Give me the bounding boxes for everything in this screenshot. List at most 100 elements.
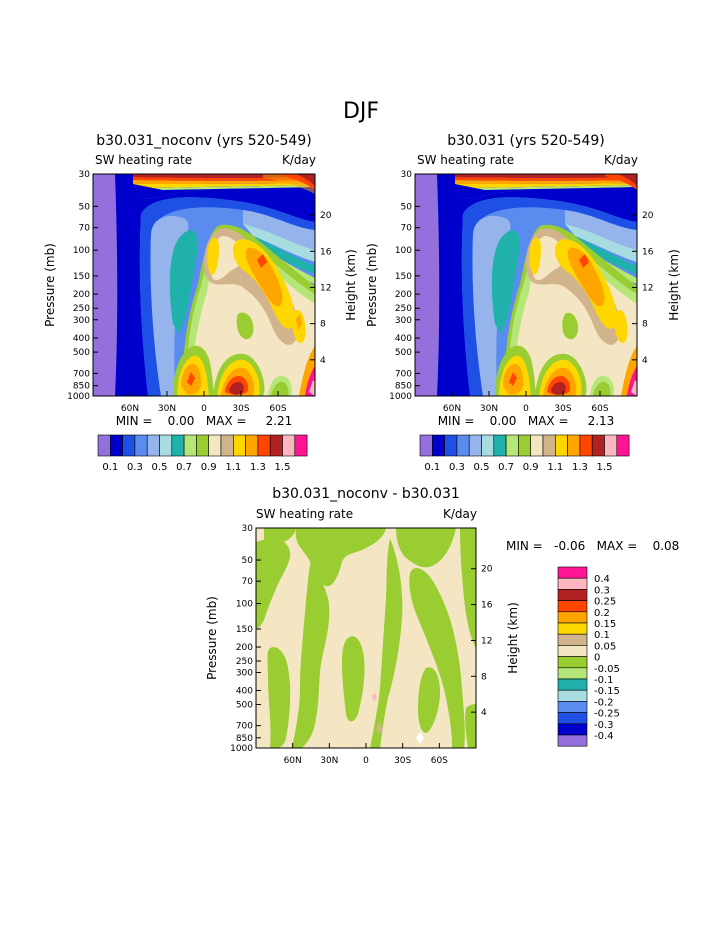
min-max-stats: MIN = -0.06 MAX = 0.08 bbox=[506, 539, 679, 553]
units-label: K/day bbox=[282, 153, 316, 167]
y-tick-label: 200 bbox=[73, 290, 90, 300]
colorbar-label: 0.9 bbox=[523, 462, 539, 473]
x-tick-label: 60S bbox=[269, 404, 286, 414]
y-tick-label: 1000 bbox=[389, 392, 412, 402]
y2-tick-label: 20 bbox=[320, 211, 332, 221]
panel-title: b30.031_noconv - b30.031 bbox=[272, 486, 460, 502]
y-tick-label: 850 bbox=[395, 382, 412, 392]
colorbar-label: -0.2 bbox=[594, 697, 614, 708]
colorbar-label: 0.25 bbox=[594, 597, 616, 608]
y-tick-label: 200 bbox=[236, 643, 253, 653]
colorbar-bin bbox=[269, 434, 283, 457]
y-tick-label: 250 bbox=[236, 657, 253, 667]
y2-tick-label: 16 bbox=[642, 247, 654, 257]
y2-tick-label: 20 bbox=[481, 565, 493, 575]
colorbar-bin bbox=[557, 622, 588, 635]
x-tick-label: 60N bbox=[284, 756, 302, 766]
x-tick-label: 0 bbox=[523, 404, 529, 414]
panel-noconv: b30.031_noconv (yrs 520-549) SW heating … bbox=[43, 133, 358, 473]
panel-title: b30.031_noconv (yrs 520-549) bbox=[96, 133, 311, 149]
y-tick-label: 100 bbox=[73, 246, 90, 256]
y2-tick-label: 12 bbox=[642, 283, 653, 293]
colorbar-bin bbox=[557, 723, 588, 736]
x-tick-label: 30N bbox=[158, 404, 176, 414]
y-tick-label: 850 bbox=[73, 382, 90, 392]
colorbar-control: 0.1 0.3 0.5 0.7 0.9 1.1 1.3 1.5 bbox=[419, 434, 630, 473]
colorbar-label: 0.3 bbox=[594, 585, 610, 596]
y-tick-label: 500 bbox=[73, 348, 90, 358]
colorbar-bin bbox=[294, 434, 308, 457]
y-tick-label: 50 bbox=[401, 202, 413, 212]
colorbar-bin bbox=[554, 434, 568, 457]
colorbar-label: 0.9 bbox=[201, 462, 217, 473]
colorbar-bin bbox=[468, 434, 482, 457]
colorbar-bin bbox=[444, 434, 458, 457]
contour-field bbox=[415, 174, 637, 396]
colorbar-bin bbox=[97, 434, 111, 457]
colorbar-bin bbox=[557, 589, 588, 601]
y2-tick-label: 4 bbox=[642, 356, 648, 366]
y2-tick-label: 16 bbox=[481, 601, 493, 611]
y-tick-label: 30 bbox=[401, 170, 413, 180]
colorbar-bin bbox=[557, 667, 588, 680]
colorbar-bin bbox=[493, 434, 507, 457]
colorbar-bin bbox=[146, 434, 160, 457]
y-tick-label: 50 bbox=[242, 556, 254, 566]
y2-tick-label: 8 bbox=[320, 320, 326, 330]
colorbar-label: 0.1 bbox=[424, 462, 440, 473]
colorbar-bin bbox=[557, 600, 588, 613]
x-tick-label: 0 bbox=[363, 756, 369, 766]
y2-tick-label: 4 bbox=[481, 708, 487, 718]
x-tick-label: 30N bbox=[480, 404, 498, 414]
colorbar-bin bbox=[530, 434, 544, 457]
y2-tick-label: 8 bbox=[481, 672, 487, 682]
colorbar-label: 0.15 bbox=[594, 619, 616, 630]
colorbar-label: 0.3 bbox=[449, 462, 465, 473]
y-axis-title: Pressure (mb) bbox=[205, 596, 219, 680]
panel-control: b30.031 (yrs 520-549) SW heating rate K/… bbox=[365, 133, 681, 473]
colorbar-bin bbox=[579, 434, 593, 457]
y-tick-label: 500 bbox=[236, 701, 253, 711]
colorbar-label: 0.5 bbox=[152, 462, 168, 473]
colorbar-label: 0 bbox=[594, 653, 600, 664]
colorbar-bin bbox=[557, 701, 588, 713]
y-tick-label: 100 bbox=[395, 246, 412, 256]
y-tick-label: 150 bbox=[236, 625, 253, 635]
colorbar-difference: 0.40.30.250.20.150.10.050-0.05-0.1-0.15-… bbox=[557, 566, 620, 747]
colorbar-bin bbox=[419, 434, 433, 457]
colorbar-label: 0.1 bbox=[594, 630, 610, 641]
colorbar-bin bbox=[233, 434, 246, 457]
y-tick-label: 500 bbox=[395, 348, 412, 358]
colorbar-bin bbox=[456, 434, 470, 457]
colorbar-label: -0.05 bbox=[594, 664, 620, 675]
colorbar-label: 1.1 bbox=[225, 462, 241, 473]
y2-tick-label: 20 bbox=[642, 211, 654, 221]
colorbar-label: -0.15 bbox=[594, 686, 620, 697]
colorbar-label: 0.2 bbox=[594, 608, 610, 619]
y2-tick-label: 4 bbox=[320, 356, 326, 366]
field-label: SW heating rate bbox=[256, 507, 353, 521]
colorbar-label: 0.05 bbox=[594, 641, 616, 652]
colorbar-label: 1.1 bbox=[547, 462, 563, 473]
colorbar-bin bbox=[557, 633, 588, 646]
y-tick-label: 300 bbox=[236, 668, 253, 678]
colorbar-label: 0.1 bbox=[102, 462, 118, 473]
y-tick-label: 1000 bbox=[230, 744, 253, 754]
x-tick-label: 60S bbox=[431, 756, 448, 766]
colorbar-label: -0.4 bbox=[594, 731, 614, 742]
contour-field bbox=[93, 174, 315, 396]
colorbar-bin bbox=[557, 645, 588, 657]
y2-tick-label: 16 bbox=[320, 247, 332, 257]
colorbar-bin bbox=[557, 734, 588, 747]
colorbar-bin bbox=[134, 434, 148, 457]
colorbar-bin bbox=[110, 434, 123, 457]
x-tick-label: 30S bbox=[554, 404, 571, 414]
y-tick-label: 100 bbox=[236, 600, 253, 610]
colorbar-bin bbox=[183, 434, 197, 457]
colorbar-label: 0.3 bbox=[127, 462, 143, 473]
colorbar-bin bbox=[557, 689, 588, 702]
colorbar-bin bbox=[196, 434, 209, 457]
